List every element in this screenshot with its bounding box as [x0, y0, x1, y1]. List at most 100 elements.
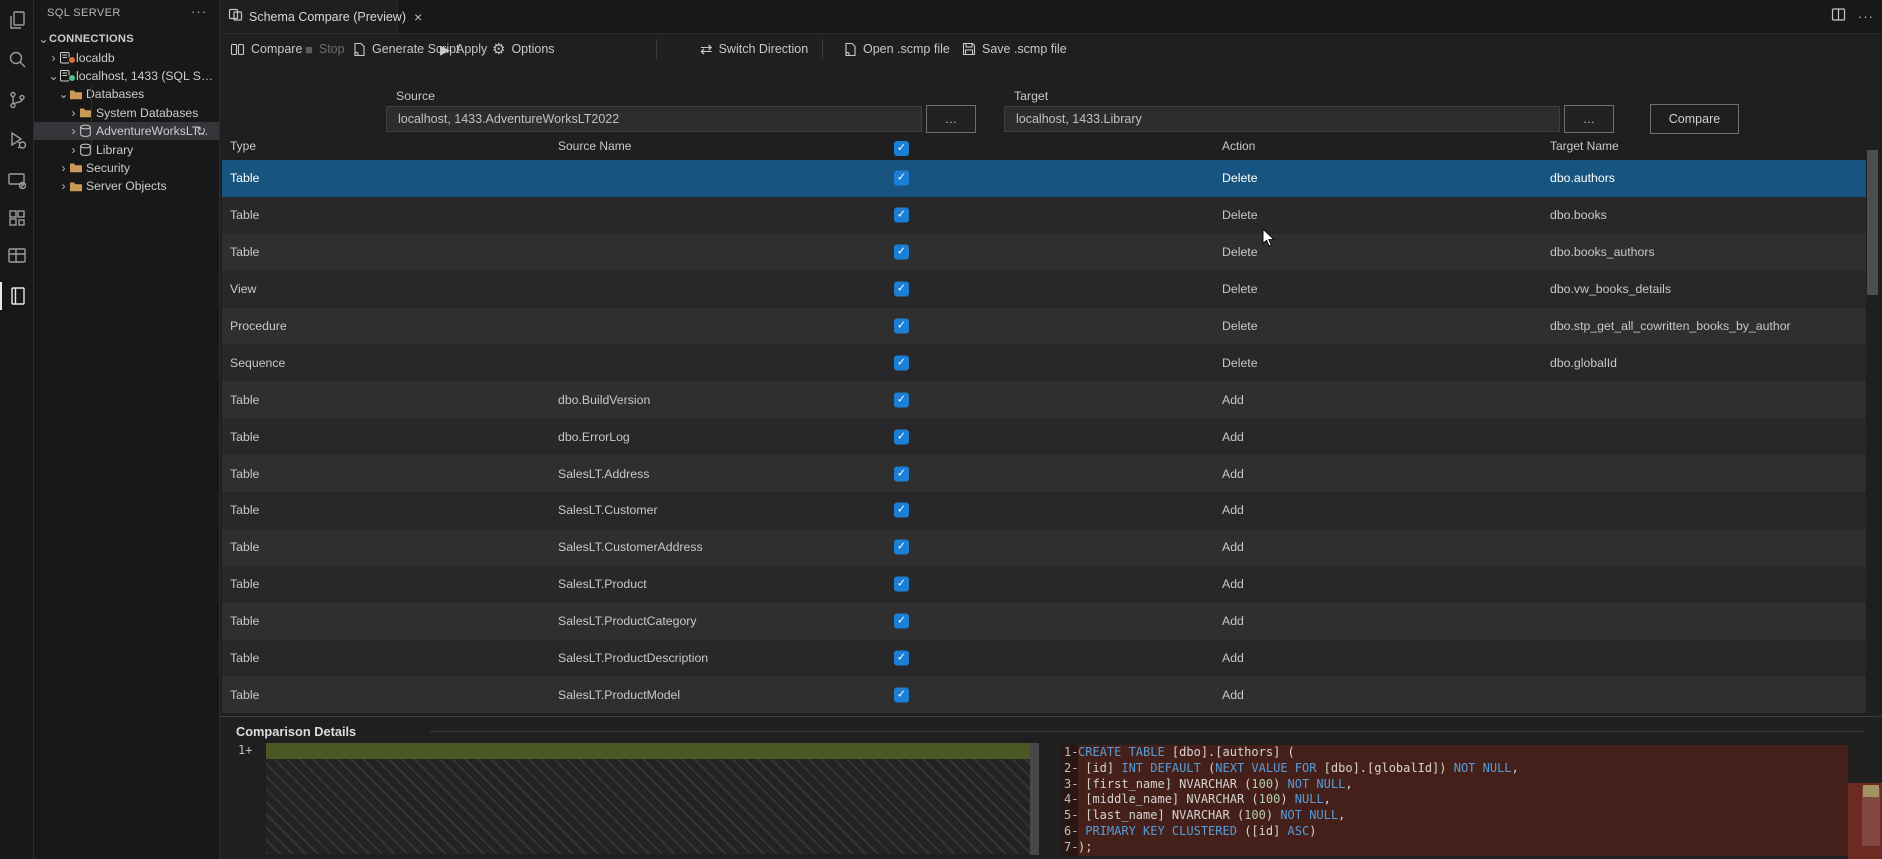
include-checkbox[interactable]: ✓	[894, 355, 909, 371]
code-line[interactable]: 6- PRIMARY KEY CLUSTERED ([id] ASC)	[1062, 823, 1848, 840]
code-line[interactable]: 2- [id] INT DEFAULT (NEXT VALUE FOR [dbo…	[1062, 760, 1848, 777]
remote-explorer-icon[interactable]	[0, 162, 33, 198]
include-checkbox[interactable]: ✓	[894, 539, 909, 555]
grid-row[interactable]: Table SalesLT.ProductCategory ✓ Add	[222, 602, 1866, 640]
chevron-right-icon[interactable]: ›	[61, 160, 66, 175]
column-header-source-name[interactable]: Source Name	[558, 139, 632, 153]
grid-row[interactable]: Table dbo.ErrorLog ✓ Add	[222, 418, 1866, 456]
grid-row[interactable]: Table SalesLT.Product ✓ Add	[222, 565, 1866, 603]
tree-item-databases[interactable]: ⌄ Databases	[34, 85, 219, 103]
sql-server-icon[interactable]	[0, 278, 33, 314]
connection-status-dot	[68, 73, 76, 82]
diff-minimap[interactable]	[1848, 716, 1882, 859]
tree-item-server-objects[interactable]: › Server Objects	[34, 177, 219, 195]
split-editor-icon[interactable]	[1831, 7, 1846, 27]
stop-button[interactable]: ■ Stop	[305, 41, 345, 57]
code-line[interactable]: 5- [last_name] NVARCHAR (100) NOT NULL,	[1062, 808, 1848, 824]
chevron-down-icon[interactable]: ⌄	[58, 87, 69, 102]
more-actions-icon[interactable]: ···	[1858, 9, 1874, 24]
tree-item-localdb[interactable]: › localdb	[34, 48, 219, 66]
extensions-icon[interactable]	[0, 200, 33, 236]
diff-left-scrollbar[interactable]	[1030, 743, 1039, 855]
grid-scrollbar[interactable]	[1866, 139, 1879, 716]
grid-row[interactable]: Table ✓ Delete dbo.authors	[222, 160, 1866, 197]
source-input[interactable]: localhost, 1433.AdventureWorksLT2022	[386, 106, 922, 132]
target-input[interactable]: localhost, 1433.Library	[1004, 106, 1560, 132]
grid-row[interactable]: Table SalesLT.Address ✓ Add	[222, 455, 1866, 493]
grid-row[interactable]: Sequence ✓ Delete dbo.globalId	[222, 344, 1866, 382]
apply-button[interactable]: ▶ Apply	[440, 41, 488, 57]
tab-schema-compare[interactable]: Schema Compare (Preview) ×	[220, 0, 422, 33]
generate-script-button[interactable]: Generate Script	[352, 37, 460, 61]
include-checkbox[interactable]: ✓	[894, 466, 909, 482]
source-browse-button[interactable]: …	[926, 105, 976, 133]
grid-row[interactable]: Table SalesLT.CustomerAddress ✓ Add	[222, 528, 1866, 566]
source-control-icon[interactable]	[0, 82, 33, 118]
explorer-icon[interactable]	[0, 2, 33, 38]
grid-row[interactable]: Table ✓ Delete dbo.books_authors	[222, 233, 1866, 271]
line-number: 4-	[1062, 792, 1079, 809]
compare-button[interactable]: Compare	[1650, 104, 1739, 134]
include-checkbox[interactable]: ✓	[894, 576, 909, 592]
toolbar-separator	[656, 39, 657, 59]
tree-item-localhost-1433-sql-serv[interactable]: ⌄ localhost, 1433 (SQL Serv...	[34, 67, 219, 85]
column-header-action[interactable]: Action	[1222, 139, 1256, 153]
grid-row[interactable]: Table SalesLT.Customer ✓ Add	[222, 492, 1866, 529]
sidebar-more-actions[interactable]: ···	[191, 4, 207, 19]
compare-toolbar-button[interactable]: Compare	[230, 37, 302, 61]
minimap-slider[interactable]	[1862, 788, 1880, 846]
diff-target-pane[interactable]: 1- CREATE TABLE [dbo].[authors] (2- [id] …	[1062, 743, 1848, 859]
code-line[interactable]: 1+	[236, 743, 1042, 759]
tree-item-security[interactable]: › Security	[34, 159, 219, 177]
include-checkbox[interactable]: ✓	[894, 502, 909, 518]
chevron-right-icon[interactable]: ›	[51, 50, 56, 65]
chevron-right-icon[interactable]: ›	[71, 105, 76, 120]
switch-direction-button[interactable]: ⇄ Switch Direction	[700, 40, 809, 58]
include-checkbox[interactable]: ✓	[894, 281, 909, 297]
include-checkbox[interactable]: ✓	[894, 650, 909, 666]
chevron-down-icon[interactable]: ⌄	[48, 68, 59, 83]
code-line[interactable]: 4- [middle_name] NVARCHAR (100) NULL,	[1062, 792, 1848, 809]
chevron-right-icon[interactable]: ›	[71, 142, 76, 157]
include-checkbox[interactable]: ✓	[894, 170, 909, 186]
schema-compare-icon	[228, 7, 243, 27]
save-scmp-button[interactable]: Save .scmp file	[962, 37, 1067, 61]
diff-source-pane[interactable]: 1+	[236, 743, 1042, 859]
grid-row[interactable]: Procedure ✓ Delete dbo.stp_get_all_cowritte…	[222, 307, 1866, 345]
open-scmp-button[interactable]: Open .scmp file	[843, 37, 950, 61]
tree-item-system-databases[interactable]: › System Databases	[34, 104, 219, 122]
include-checkbox[interactable]: ✓	[894, 613, 909, 629]
grid-row[interactable]: Table ✓ Delete dbo.books	[222, 196, 1866, 234]
target-browse-button[interactable]: …	[1564, 105, 1614, 133]
code-line[interactable]: 7-);	[1062, 839, 1848, 856]
tree-item-connections[interactable]: ⌄ CONNECTIONS	[34, 30, 219, 48]
column-header-type[interactable]: Type	[230, 139, 257, 153]
run-and-debug-icon[interactable]	[0, 122, 33, 158]
grid-scrollbar-thumb[interactable]	[1867, 150, 1878, 295]
options-button[interactable]: ⚙ Options	[492, 40, 555, 58]
chevron-down-icon[interactable]: ⌄	[38, 32, 49, 47]
select-all-checkbox[interactable]: ✓	[894, 141, 909, 156]
code-line[interactable]: 1- CREATE TABLE [dbo].[authors] (	[1062, 745, 1848, 761]
include-checkbox[interactable]: ✓	[894, 429, 909, 445]
editor-actions: ···	[1831, 0, 1874, 33]
grid-row[interactable]: Table SalesLT.ProductDescription ✓ Add	[222, 639, 1866, 677]
include-checkbox[interactable]: ✓	[894, 392, 909, 408]
tree-item-library[interactable]: › Library	[34, 140, 219, 158]
search-icon[interactable]	[0, 42, 33, 78]
table-designer-icon[interactable]	[0, 238, 33, 274]
include-checkbox[interactable]: ✓	[894, 207, 909, 223]
grid-row[interactable]: Table dbo.BuildVersion ✓ Add	[222, 381, 1866, 419]
grid-row[interactable]: View ✓ Delete dbo.vw_books_details	[222, 270, 1866, 308]
tab-title: Schema Compare (Preview)	[249, 9, 406, 24]
chevron-right-icon[interactable]: ›	[71, 124, 76, 139]
grid-row[interactable]: Table SalesLT.ProductModel ✓ Add	[222, 676, 1866, 714]
include-checkbox[interactable]: ✓	[894, 244, 909, 260]
close-icon[interactable]: ×	[414, 8, 423, 25]
include-checkbox[interactable]: ✓	[894, 318, 909, 334]
code-line[interactable]: 3- [first_name] NVARCHAR (100) NOT NULL,	[1062, 776, 1848, 793]
column-header-target-name[interactable]: Target Name	[1550, 139, 1619, 153]
include-checkbox[interactable]: ✓	[894, 687, 909, 703]
tree-item-adventureworkslt[interactable]: › AdventureWorksLT... ↻	[34, 121, 219, 141]
chevron-right-icon[interactable]: ›	[61, 179, 66, 194]
